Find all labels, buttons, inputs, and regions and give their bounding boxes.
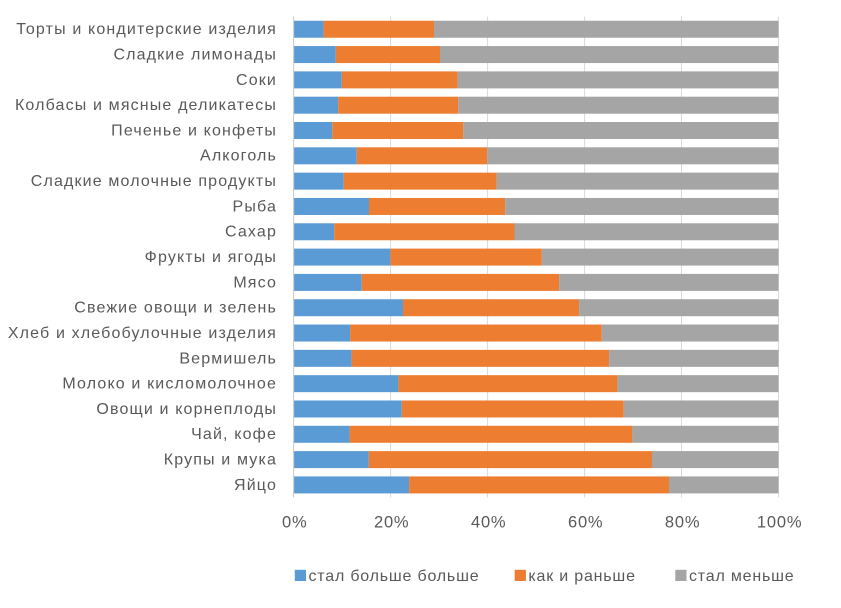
svg-text:0%: 0%	[282, 514, 307, 532]
svg-text:40%: 40%	[471, 514, 506, 532]
svg-text:100%: 100%	[757, 514, 802, 532]
svg-text:стал меньше: стал меньше	[689, 568, 794, 585]
svg-text:Сладкие молочные продукты: Сладкие молочные продукты	[31, 173, 277, 190]
svg-text:Вермишель: Вермишель	[179, 350, 277, 367]
svg-text:Свежие овощи и зелень: Свежие овощи и зелень	[74, 300, 277, 317]
svg-text:80%: 80%	[665, 514, 700, 532]
svg-text:Хлеб и хлебобулочные изделия: Хлеб и хлебобулочные изделия	[8, 325, 277, 342]
svg-text:Молоко и кисломолочное: Молоко и кисломолочное	[62, 376, 277, 393]
svg-text:Рыба: Рыба	[233, 198, 277, 215]
svg-text:Соки: Соки	[236, 72, 277, 89]
svg-text:Сахар: Сахар	[225, 224, 277, 241]
svg-text:Сладкие лимонады: Сладкие лимонады	[113, 46, 277, 63]
svg-text:стал больше больше: стал больше больше	[309, 568, 480, 585]
svg-text:Яйцо: Яйцо	[234, 477, 277, 494]
svg-text:Фрукты и ягоды: Фрукты и ягоды	[145, 249, 277, 266]
svg-text:Колбасы и мясные деликатесы: Колбасы и мясные деликатесы	[15, 97, 277, 114]
svg-text:Торты и кондитерские изделия: Торты и кондитерские изделия	[16, 21, 277, 38]
svg-text:20%: 20%	[374, 514, 409, 532]
svg-text:Мясо: Мясо	[233, 274, 277, 291]
svg-text:Крупы и мука: Крупы и мука	[164, 452, 277, 469]
svg-text:Печенье и конфеты: Печенье и конфеты	[111, 122, 277, 139]
svg-text:Алкоголь: Алкоголь	[200, 148, 277, 165]
svg-text:Овощи и корнеплоды: Овощи и корнеплоды	[96, 401, 277, 418]
svg-text:как и раньше: как и раньше	[528, 568, 635, 585]
svg-text:60%: 60%	[568, 514, 603, 532]
svg-text:Чай, кофе: Чай, кофе	[191, 426, 277, 443]
